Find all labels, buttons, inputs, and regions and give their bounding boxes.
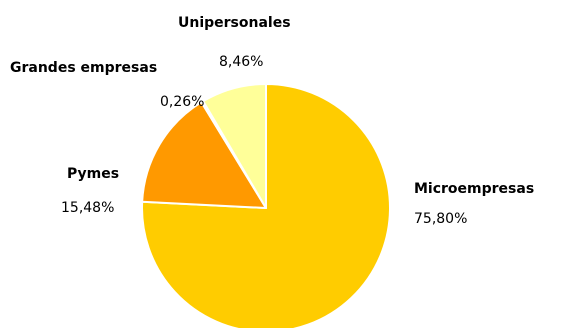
pie-slice-pymes bbox=[141, 101, 267, 209]
slice-value-unipersonales: 8,46% bbox=[219, 54, 263, 70]
pie-slice-unipersonales bbox=[202, 83, 267, 209]
slice-label-unipersonales: Unipersonales bbox=[178, 15, 291, 31]
slice-label-pymes: Pymes bbox=[67, 166, 119, 182]
slice-value-microempresas: 75,80% bbox=[414, 211, 467, 227]
pie-labels: Microempresas 75,80% Pymes 15,48% Grandes em… bbox=[10, 15, 534, 227]
slice-value-pymes: 15,48% bbox=[61, 200, 114, 216]
slice-value-grandes-empresas: 0,26% bbox=[160, 94, 204, 110]
slice-label-microempresas: Microempresas bbox=[414, 181, 534, 197]
slice-label-grandes-empresas: Grandes empresas bbox=[10, 60, 157, 76]
pie-slices bbox=[141, 83, 391, 332]
